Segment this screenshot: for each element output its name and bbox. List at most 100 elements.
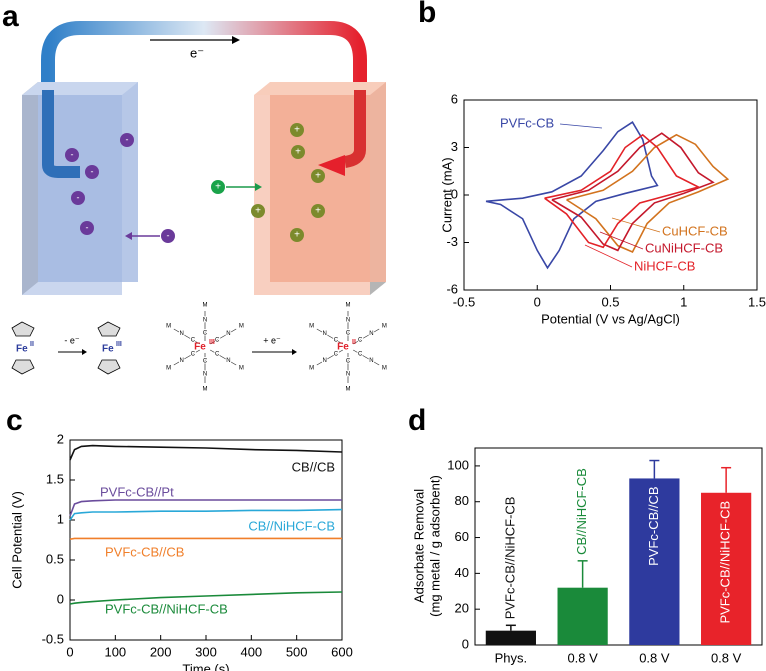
series-line — [551, 132, 715, 252]
x-tick-label: 0 — [66, 644, 73, 659]
anion — [161, 229, 175, 243]
x-tick-label: 1.5 — [748, 294, 766, 309]
series-label: CuNiHCF-CB — [645, 240, 723, 255]
atom-label: N — [179, 358, 183, 364]
tube — [41, 21, 367, 90]
bar-label: PVFc-CB//NiHCF-CB — [502, 497, 517, 620]
bond — [316, 328, 343, 345]
ferrocene — [97, 321, 121, 375]
series-label: PVFc-CB//CB — [105, 544, 184, 559]
x-tick-label: 0.5 — [601, 294, 619, 309]
y-tick-label: 1.5 — [46, 471, 64, 486]
atom-label: M — [166, 366, 171, 372]
atom-label: N — [203, 318, 207, 324]
series-label: PVFc-CB//NiHCF-CB — [105, 601, 228, 616]
series-label: CB//CB — [292, 459, 335, 474]
panel-label: c — [6, 404, 23, 437]
series-label: PVFc-CB — [500, 115, 554, 130]
bar — [629, 478, 680, 645]
electron-label: e⁻ — [190, 45, 204, 60]
reaction-label: + e⁻ — [263, 335, 281, 345]
cation — [311, 204, 325, 218]
oxidation-state: II — [352, 339, 356, 346]
atom-label: C — [203, 331, 208, 337]
cell-top — [22, 82, 138, 95]
y-tick-label: 0 — [451, 186, 458, 201]
atom-label: M — [203, 387, 208, 393]
x-tick-label: 0 — [534, 294, 541, 309]
atom-label: M — [166, 324, 171, 330]
arrowhead — [255, 183, 262, 191]
x-tick-label: 400 — [240, 644, 262, 659]
atom-label: N — [179, 331, 183, 337]
series-line — [485, 121, 659, 270]
atom-label: N — [322, 331, 326, 337]
ion-sign: + — [215, 182, 221, 193]
bar — [557, 587, 608, 645]
atom-label: Fe — [102, 344, 114, 355]
cation — [290, 123, 304, 137]
series-label: CuHCF-CB — [662, 223, 728, 238]
y-axis-label: (mg metal / g adsorbent) — [427, 475, 442, 617]
atom-label: C — [358, 338, 363, 344]
ion-sign: + — [295, 147, 301, 158]
atom-label: M — [239, 324, 244, 330]
y-tick-label: 2 — [57, 431, 64, 446]
x-tick-label: 1 — [680, 294, 687, 309]
ion-sign: - — [167, 230, 170, 240]
x-tick-label: 0.8 V — [567, 650, 598, 665]
y-tick-label: 0.5 — [46, 551, 64, 566]
atom-label: C — [346, 331, 351, 337]
panel-label: b — [418, 0, 436, 29]
bond — [353, 328, 380, 345]
y-tick-label: 0 — [57, 591, 64, 606]
leader-line — [559, 123, 603, 129]
series-label: CB//NiHCF-CB — [248, 518, 335, 533]
arrowhead — [232, 36, 240, 44]
oxidation-state: III — [209, 339, 215, 346]
cation — [291, 145, 305, 159]
atom-label: N — [226, 331, 230, 337]
reaction-label: - e⁻ — [64, 335, 80, 345]
anion — [85, 165, 99, 179]
anion — [120, 133, 134, 147]
oxidation-state: II — [30, 341, 34, 348]
cation — [211, 180, 225, 194]
series-label: PVFc-CB//Pt — [100, 484, 174, 499]
atom-label: N — [226, 358, 230, 364]
atom-label: Fe — [16, 344, 28, 355]
series-line — [69, 444, 343, 461]
x-tick-label: 600 — [331, 644, 353, 659]
ion-sign: + — [294, 230, 300, 241]
y-tick-label: 40 — [455, 565, 469, 580]
atom-label: C — [191, 352, 196, 358]
y-tick-label: 100 — [447, 457, 469, 472]
atom-label: M — [309, 324, 314, 330]
arrow — [318, 155, 345, 176]
x-tick-label: 500 — [286, 644, 308, 659]
atom-label: M — [346, 303, 351, 309]
bond — [353, 349, 380, 366]
atom-label: C — [346, 359, 351, 365]
atom-label: C — [215, 338, 220, 344]
series-line — [69, 508, 343, 521]
ion-sign: - — [86, 222, 89, 232]
atom-label: M — [203, 303, 208, 309]
y-tick-label: -3 — [446, 234, 458, 249]
atom-label: Fe — [337, 342, 349, 353]
atom-label: C — [334, 352, 339, 358]
atom-label: M — [382, 324, 387, 330]
anion — [80, 221, 94, 235]
bond — [210, 349, 237, 366]
series-line — [544, 133, 701, 249]
y-tick-label: -6 — [446, 281, 458, 296]
cation — [251, 204, 265, 218]
bond — [210, 328, 237, 345]
bar-label: PVFc-CB//CB — [646, 486, 661, 565]
atom-label: C — [334, 338, 339, 344]
ion-sign: + — [315, 206, 321, 217]
leader-line — [611, 217, 661, 233]
atom-label: M — [239, 366, 244, 372]
y-tick-label: 80 — [455, 493, 469, 508]
